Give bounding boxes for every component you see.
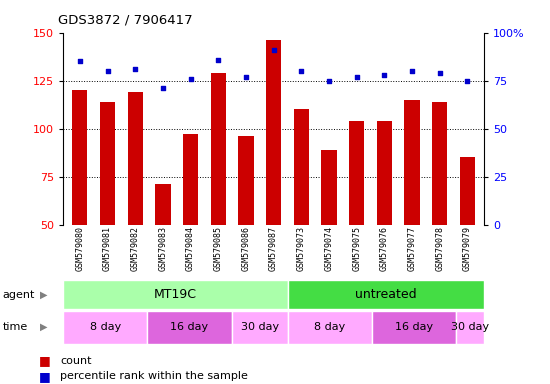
Text: GSM579081: GSM579081	[103, 226, 112, 271]
Bar	[211, 73, 226, 225]
Point	[75, 58, 84, 65]
Text: agent: agent	[3, 290, 35, 300]
Bar	[372, 311, 456, 344]
Point	[463, 78, 472, 84]
Text: GSM579079: GSM579079	[463, 226, 472, 271]
Bar	[63, 311, 147, 344]
Bar	[404, 100, 420, 225]
Text: 16 day: 16 day	[395, 322, 433, 333]
Bar	[100, 102, 115, 225]
Bar	[238, 136, 254, 225]
Bar	[183, 134, 198, 225]
Bar	[72, 90, 87, 225]
Point	[297, 68, 306, 74]
Text: GSM579086: GSM579086	[241, 226, 250, 271]
Bar	[460, 157, 475, 225]
Text: ▶: ▶	[40, 322, 47, 332]
Text: GSM579087: GSM579087	[269, 226, 278, 271]
Text: ■: ■	[39, 354, 50, 367]
Bar	[294, 109, 309, 225]
Text: GSM579076: GSM579076	[380, 226, 389, 271]
Text: time: time	[3, 322, 28, 332]
Text: 8 day: 8 day	[314, 322, 345, 333]
Text: ■: ■	[39, 370, 50, 383]
Text: GSM579083: GSM579083	[158, 226, 167, 271]
Bar	[155, 184, 170, 225]
Bar	[321, 150, 337, 225]
Text: GSM579077: GSM579077	[408, 226, 416, 271]
Bar	[377, 121, 392, 225]
Point	[270, 47, 278, 53]
Text: ▶: ▶	[40, 290, 47, 300]
Text: 30 day: 30 day	[451, 322, 489, 333]
Point	[214, 56, 223, 63]
Text: GSM579080: GSM579080	[75, 226, 84, 271]
Point	[435, 70, 444, 76]
Point	[186, 76, 195, 82]
Text: GSM579073: GSM579073	[297, 226, 306, 271]
Bar	[266, 40, 281, 225]
Text: GSM579074: GSM579074	[324, 226, 333, 271]
Bar	[456, 311, 484, 344]
Point	[103, 68, 112, 74]
Point	[241, 74, 250, 80]
Text: 30 day: 30 day	[240, 322, 279, 333]
Bar	[63, 280, 288, 309]
Point	[131, 66, 140, 72]
Bar	[288, 311, 372, 344]
Bar	[349, 121, 364, 225]
Bar	[232, 311, 288, 344]
Point	[158, 85, 167, 91]
Text: GSM579075: GSM579075	[352, 226, 361, 271]
Text: 8 day: 8 day	[90, 322, 121, 333]
Text: percentile rank within the sample: percentile rank within the sample	[60, 371, 249, 381]
Text: 16 day: 16 day	[170, 322, 208, 333]
Point	[408, 68, 416, 74]
Bar	[432, 102, 447, 225]
Text: MT19C: MT19C	[154, 288, 197, 301]
Text: untreated: untreated	[355, 288, 417, 301]
Text: GSM579085: GSM579085	[214, 226, 223, 271]
Text: count: count	[60, 356, 92, 366]
Bar	[128, 92, 143, 225]
Point	[324, 78, 333, 84]
Point	[352, 74, 361, 80]
Text: GSM579082: GSM579082	[131, 226, 140, 271]
Bar	[288, 280, 484, 309]
Text: GSM579084: GSM579084	[186, 226, 195, 271]
Point	[380, 72, 389, 78]
Text: GSM579078: GSM579078	[435, 226, 444, 271]
Bar	[147, 311, 232, 344]
Text: GDS3872 / 7906417: GDS3872 / 7906417	[58, 13, 192, 26]
